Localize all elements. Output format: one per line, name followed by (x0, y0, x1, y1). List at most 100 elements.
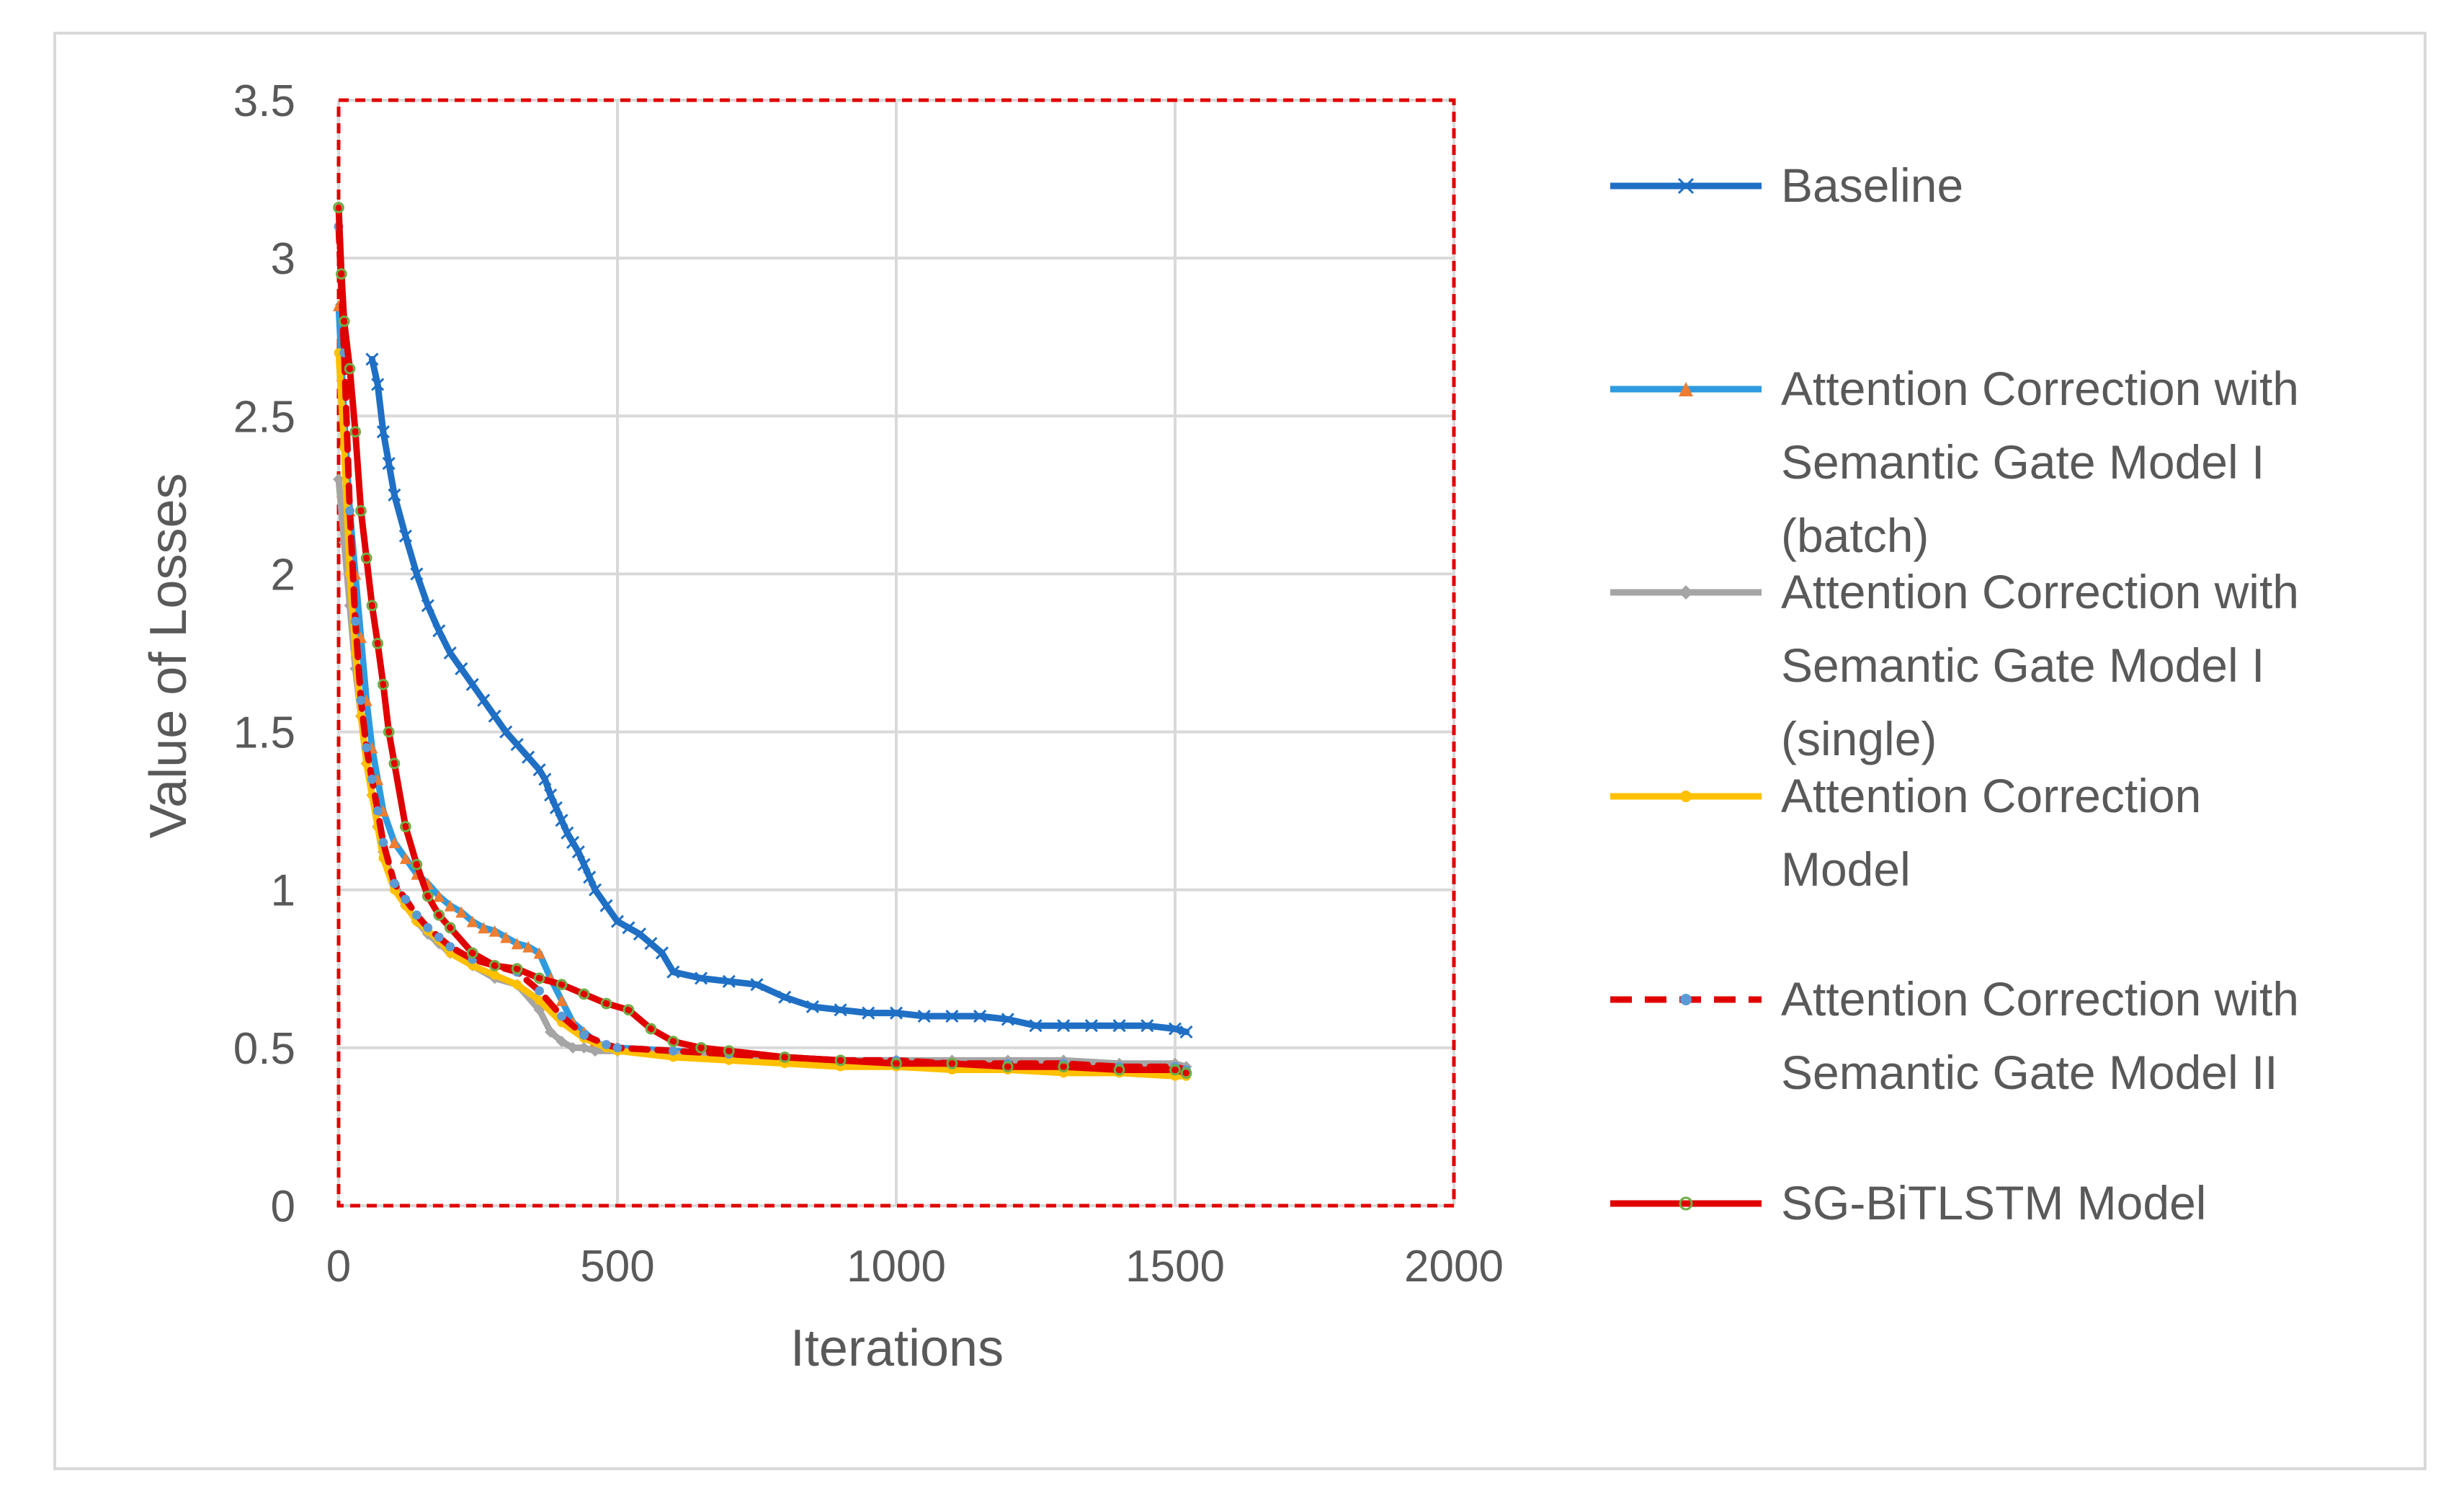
legend-marker-0 (1677, 177, 1695, 195)
series-0-point-48 (1057, 1019, 1071, 1033)
series-5-point-20 (533, 972, 545, 984)
series-0-point-17 (532, 763, 546, 777)
series-4-point-9 (390, 879, 399, 889)
series-3 (334, 348, 1191, 1081)
series-0-point-18 (538, 773, 552, 786)
y-tick-label-3: 1.5 (233, 708, 295, 758)
series-4-point-19 (557, 1011, 566, 1021)
series-0-point-27 (588, 883, 602, 897)
legend-entry-5: SG-BiTLSTM Model (1610, 1176, 2206, 1229)
series-4-point-3 (350, 616, 360, 626)
y-tick-label-5: 2.5 (233, 392, 295, 442)
series-0-point-31 (633, 928, 647, 941)
legend-entry-2: Attention Correction with Semantic Gate M… (1610, 565, 2299, 765)
legend-marker-2 (1679, 585, 1693, 600)
series-5-point-22 (578, 988, 590, 1000)
series-0-point-10 (455, 662, 468, 675)
series-4-point-23 (669, 1046, 678, 1056)
legend-label-3-1: Model (1781, 842, 1911, 896)
legend: Baseline Attention Correction with Semanti… (1610, 159, 2299, 1229)
series-0-point-22 (561, 826, 574, 840)
series-0-point-23 (566, 835, 580, 850)
series-5 (333, 202, 1192, 1079)
series-5-point-26 (667, 1036, 679, 1047)
series-5-point-19 (511, 963, 523, 975)
series-5-point-10 (383, 726, 395, 738)
series-4-point-21 (602, 1040, 611, 1049)
series-4-point-13 (434, 933, 444, 942)
series-5-point-13 (411, 858, 423, 871)
series-0-point-39 (805, 1000, 819, 1013)
series-2-point-21 (567, 1041, 579, 1054)
series-5-point-14 (421, 890, 434, 902)
series-0-point-36 (722, 974, 736, 988)
series-1-point-21 (522, 940, 535, 953)
legend-marker-4 (1680, 994, 1692, 1005)
series-1-point-20 (511, 938, 523, 950)
legend-entry-0: Baseline (1610, 159, 1963, 212)
series-0-point-45 (973, 1009, 987, 1023)
series-2-point-20 (555, 1036, 568, 1048)
series-1-point-22 (533, 947, 545, 959)
legend-marker-5 (1679, 1196, 1693, 1211)
series-5-point-3 (344, 362, 356, 375)
series-0-point-16 (522, 750, 535, 764)
series-0-point-42 (889, 1006, 903, 1020)
series-5-point-36 (1169, 1064, 1181, 1076)
grid-lines (337, 99, 1455, 1207)
series-4-point-20 (579, 1030, 589, 1040)
series-5-point-8 (372, 637, 384, 649)
series-5-point-4 (349, 426, 362, 438)
series-lines (333, 202, 1193, 1081)
y-tick-label-6: 3 (271, 234, 295, 284)
series-0-point-26 (583, 871, 597, 884)
series-3-point-14 (445, 948, 455, 958)
series-line-3 (335, 350, 1189, 1080)
series-0-point-8 (432, 624, 446, 638)
series-5-point-31 (890, 1057, 902, 1069)
y-tick-label-1: 0.5 (233, 1024, 295, 1074)
legend-label-4-1: Semantic Gate Model II (1781, 1046, 2278, 1099)
legend-label-2-0: Attention Correction with (1781, 565, 2299, 618)
legend-label-3-0: Attention Correction (1781, 769, 2201, 822)
series-5-point-17 (466, 947, 478, 959)
y-axis-title: Value of Losses (140, 473, 197, 839)
legend-entry-4: Attention Correction with Semantic Gate M… (1610, 972, 2299, 1099)
x-axis-title: Iterations (790, 1320, 1004, 1377)
legend-marker-1 (1679, 382, 1693, 396)
series-0-point-29 (610, 915, 625, 928)
series-0-point-43 (917, 1009, 931, 1023)
series-0-point-21 (555, 814, 568, 827)
series-5-point-5 (355, 504, 367, 517)
series-0-point-14 (499, 725, 513, 739)
series-1-point-14 (444, 899, 456, 912)
series-0 (365, 352, 1193, 1039)
series-5-point-33 (1001, 1061, 1014, 1073)
series-4-point-2 (345, 506, 354, 516)
series-5-point-30 (834, 1054, 847, 1067)
series-5-point-1 (335, 268, 347, 280)
series-3-point-16 (490, 970, 500, 980)
series-0-point-25 (577, 858, 591, 871)
series-3-point-15 (468, 961, 478, 971)
series-5-point-32 (946, 1057, 958, 1069)
legend-entry-1: Attention Correction with Semantic Gate M… (1610, 362, 2299, 562)
chart-frame (53, 32, 2427, 1470)
series-4-point-6 (367, 774, 377, 784)
series-0-point-2 (376, 425, 390, 439)
series-5-point-2 (338, 315, 350, 327)
series-4-point-7 (372, 806, 383, 816)
series-4-point-5 (362, 743, 372, 752)
series-5-point-28 (723, 1045, 735, 1057)
series-0-point-24 (571, 845, 585, 859)
series-0-point-47 (1029, 1019, 1043, 1033)
series-0-point-0 (365, 352, 379, 366)
y-tick-labels: 0 0.5 1 1.5 2 2.5 3 3.5 (233, 76, 295, 1232)
series-0-point-13 (488, 709, 501, 723)
series-5-point-23 (600, 997, 612, 1010)
legend-label-1-1: Semantic Gate Model I (1781, 435, 2264, 489)
series-0-point-34 (666, 965, 680, 979)
series-4-point-22 (612, 1043, 622, 1053)
series-5-point-21 (555, 979, 568, 991)
